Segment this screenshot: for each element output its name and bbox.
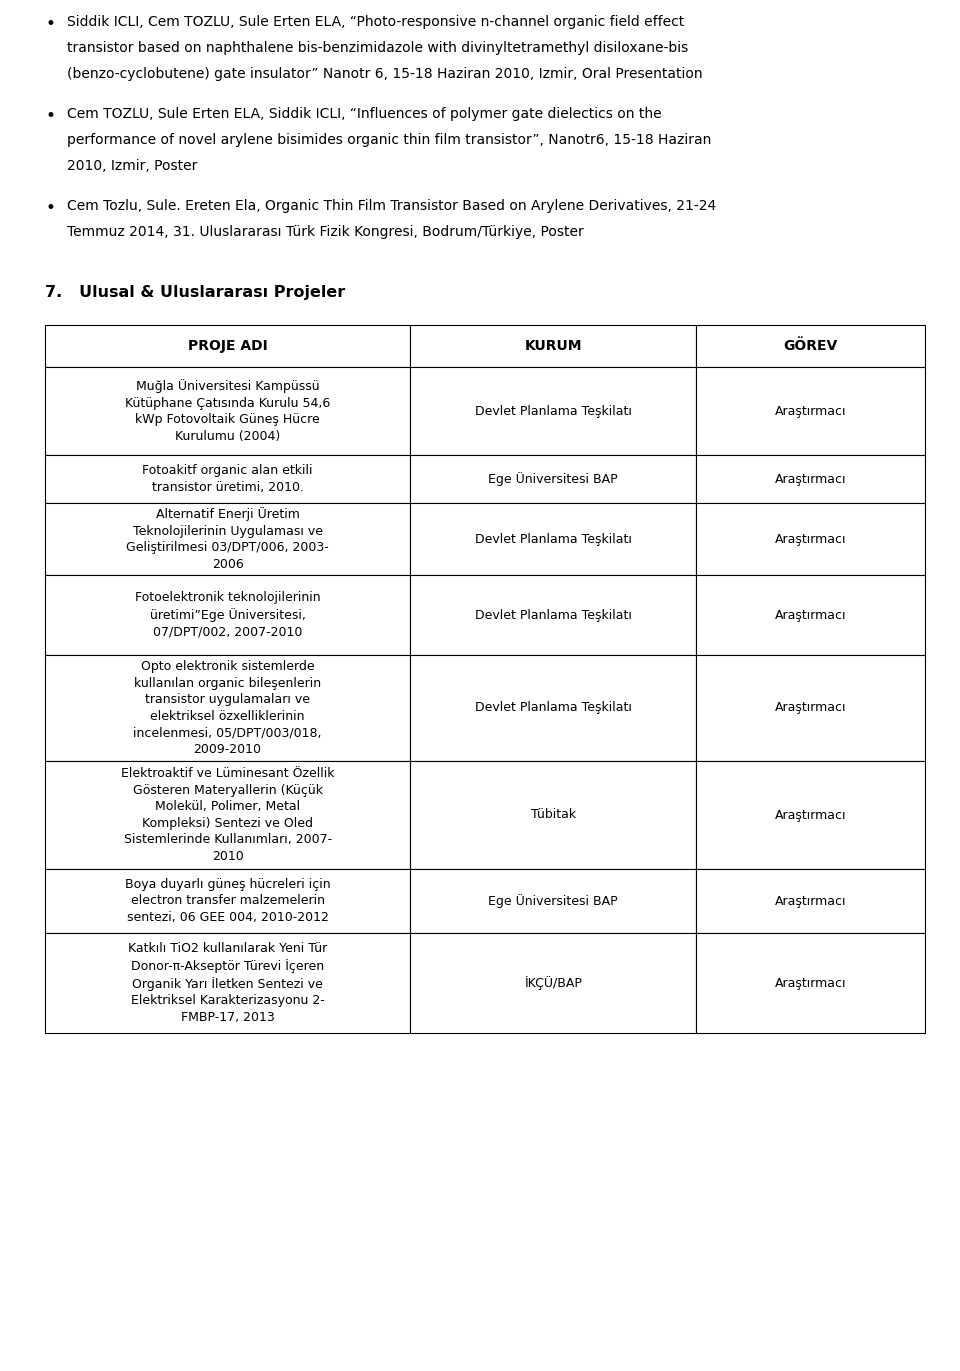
Text: performance of novel arylene bisimides organic thin film transistor”, Nanotr6, 1: performance of novel arylene bisimides o… (67, 133, 711, 147)
Text: •: • (45, 199, 55, 217)
Text: Opto elektronik sistemlerde
kullanılan organic bileşenlerin
transistor uygulamal: Opto elektronik sistemlerde kullanılan o… (133, 661, 322, 755)
Text: Devlet Planlama Teşkilatı: Devlet Planlama Teşkilatı (475, 532, 632, 546)
Text: Cem Tozlu, Sule. Ereten Ela, Organic Thin Film Transistor Based on Arylene Deriv: Cem Tozlu, Sule. Ereten Ela, Organic Thi… (67, 199, 716, 213)
Bar (410, 934, 696, 1032)
Text: 2010, Izmir, Poster: 2010, Izmir, Poster (67, 159, 198, 173)
Text: Araştırmacı: Araştırmacı (775, 473, 847, 485)
Text: Fotoelektronik teknolojilerinin
üretimi”Ege Üniversitesi,
07/DPT/002, 2007-2010: Fotoelektronik teknolojilerinin üretimi”… (134, 591, 321, 639)
Bar (696, 761, 925, 869)
Bar (410, 761, 696, 869)
Text: Araştırmacı: Araştırmacı (775, 976, 847, 990)
Text: Siddik ICLI, Cem TOZLU, Sule Erten ELA, “Photo-responsive n-channel organic fiel: Siddik ICLI, Cem TOZLU, Sule Erten ELA, … (67, 15, 684, 29)
Bar (410, 574, 696, 655)
Bar (410, 455, 696, 503)
Text: Araştırmacı: Araştırmacı (775, 702, 847, 714)
Bar (45, 574, 410, 655)
Text: Devlet Planlama Teşkilatı: Devlet Planlama Teşkilatı (475, 609, 632, 621)
Text: Araştırmacı: Araştırmacı (775, 404, 847, 418)
Text: Boya duyarlı güneş hücreleri için
electron transfer malzemelerin
sentezi, 06 GEE: Boya duyarlı güneş hücreleri için electr… (125, 877, 330, 924)
Bar (696, 503, 925, 574)
Text: KURUM: KURUM (524, 339, 582, 352)
Text: PROJE ADI: PROJE ADI (188, 339, 268, 352)
Text: Araştırmacı: Araştırmacı (775, 894, 847, 908)
Bar (696, 455, 925, 503)
Text: Temmuz 2014, 31. Uluslararası Türk Fizik Kongresi, Bodrum/Türkiye, Poster: Temmuz 2014, 31. Uluslararası Türk Fizik… (67, 225, 584, 239)
Text: Ege Üniversitesi BAP: Ege Üniversitesi BAP (489, 894, 618, 908)
Text: •: • (45, 107, 55, 125)
Text: İKÇÜ/BAP: İKÇÜ/BAP (524, 976, 582, 990)
Bar (696, 574, 925, 655)
Bar (696, 655, 925, 761)
Text: GÖREV: GÖREV (783, 339, 838, 352)
Text: Devlet Planlama Teşkilatı: Devlet Planlama Teşkilatı (475, 404, 632, 418)
Text: Ege Üniversitesi BAP: Ege Üniversitesi BAP (489, 472, 618, 485)
Text: Araştırmacı: Araştırmacı (775, 809, 847, 821)
Bar (696, 325, 925, 367)
Text: Cem TOZLU, Sule Erten ELA, Siddik ICLI, “Influences of polymer gate dielectics o: Cem TOZLU, Sule Erten ELA, Siddik ICLI, … (67, 107, 661, 121)
Bar (410, 869, 696, 934)
Bar (45, 655, 410, 761)
Text: Muğla Üniversitesi Kampüssü
Kütüphane Çatısında Kurulu 54,6
kWp Fotovoltaik Güne: Muğla Üniversitesi Kampüssü Kütüphane Ça… (125, 380, 330, 443)
Bar (45, 761, 410, 869)
Text: 7.   Ulusal & Uluslararası Projeler: 7. Ulusal & Uluslararası Projeler (45, 285, 346, 300)
Bar (696, 869, 925, 934)
Bar (45, 367, 410, 455)
Text: Tübitak: Tübitak (531, 809, 576, 821)
Text: transistor based on naphthalene bis-benzimidazole with divinyltetramethyl disilo: transistor based on naphthalene bis-benz… (67, 41, 688, 55)
Bar (696, 367, 925, 455)
Text: Katkılı TiO2 kullanılarak Yeni Tür
Donor-π-Akseptör Türevi İçeren
Organik Yarı İ: Katkılı TiO2 kullanılarak Yeni Tür Donor… (128, 942, 327, 1024)
Bar (410, 367, 696, 455)
Text: Alternatif Enerji Üretim
Teknolojilerinin Uygulaması ve
Geliştirilmesi 03/DPT/00: Alternatif Enerji Üretim Teknolojilerini… (126, 507, 329, 570)
Text: Araştırmacı: Araştırmacı (775, 609, 847, 621)
Bar (45, 934, 410, 1032)
Text: Fotoakitf organic alan etkili
transistor üretimi, 2010.: Fotoakitf organic alan etkili transistor… (142, 465, 313, 494)
Text: (benzo-cyclobutene) gate insulator” Nanotr 6, 15-18 Haziran 2010, Izmir, Oral Pr: (benzo-cyclobutene) gate insulator” Nano… (67, 67, 703, 81)
Bar (45, 325, 410, 367)
Bar (696, 934, 925, 1032)
Text: Araştırmacı: Araştırmacı (775, 532, 847, 546)
Bar (410, 655, 696, 761)
Bar (45, 503, 410, 574)
Text: Elektroaktif ve Lüminesant Özellik
Gösteren Materyallerin (Küçük
Molekül, Polime: Elektroaktif ve Lüminesant Özellik Göste… (121, 768, 334, 862)
Bar (410, 503, 696, 574)
Bar (410, 325, 696, 367)
Bar (45, 455, 410, 503)
Text: Devlet Planlama Teşkilatı: Devlet Planlama Teşkilatı (475, 702, 632, 714)
Bar (45, 869, 410, 934)
Text: •: • (45, 15, 55, 33)
